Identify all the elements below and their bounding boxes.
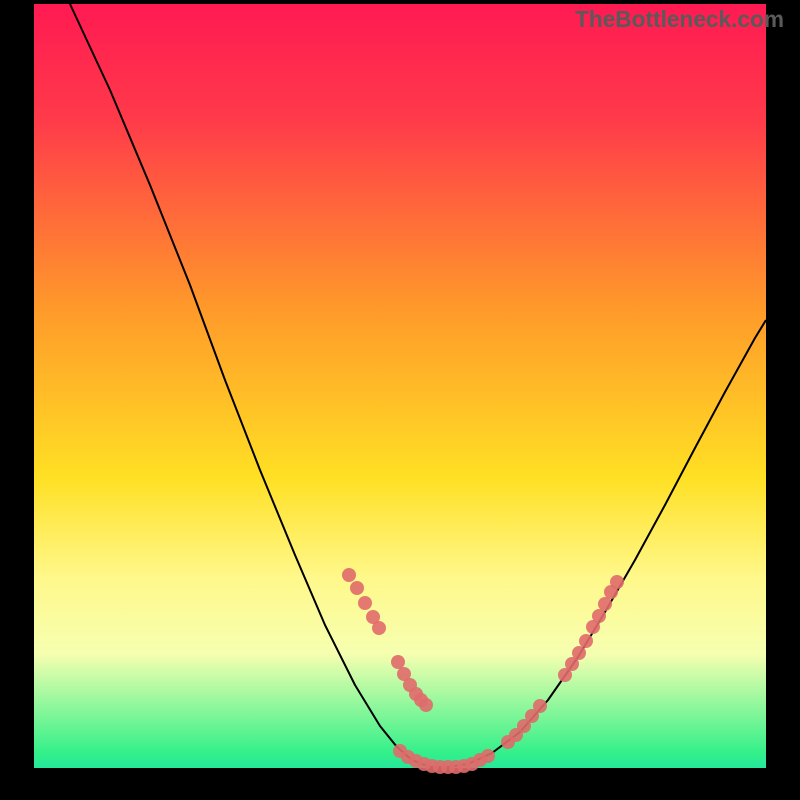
chart-container: TheBottleneck.com [0, 0, 800, 800]
plot-area [34, 4, 766, 768]
